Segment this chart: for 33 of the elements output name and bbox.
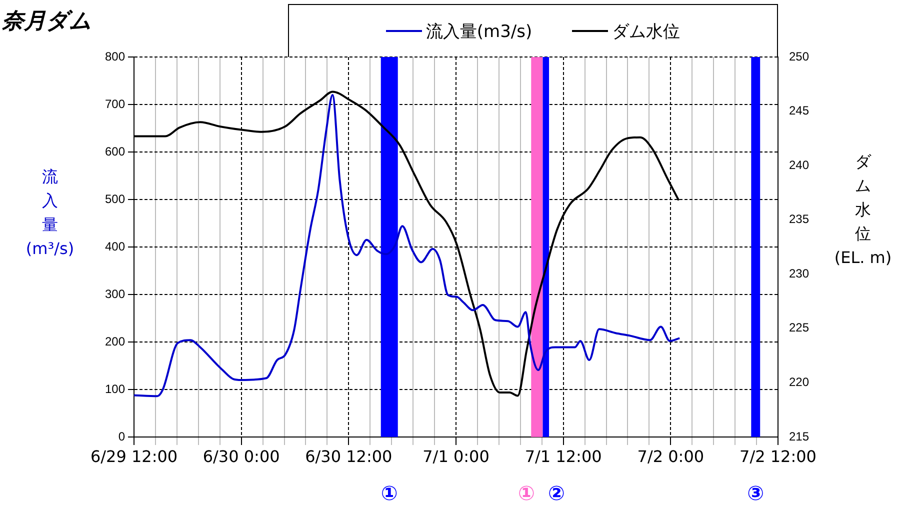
y2-tick-label: 235 (789, 212, 810, 226)
y2-tick-label: 230 (789, 266, 810, 280)
x-tick-label: 7/2 12:00 (740, 446, 816, 466)
y-tick-label: 400 (104, 239, 126, 254)
y2-tick-label: 240 (789, 158, 810, 172)
band-label: ① (518, 481, 535, 506)
band-label: ③ (747, 481, 764, 506)
legend-label: ダム水位 (612, 20, 680, 42)
x-tick-label: 7/2 0:00 (637, 446, 704, 466)
band-label: ① (380, 481, 398, 506)
legend-label: 流入量(m3/s) (426, 20, 532, 42)
x-tick-label: 6/30 12:00 (305, 446, 392, 466)
x-tick-label: 6/29 12:00 (90, 446, 178, 466)
y-tick-label: 300 (104, 286, 126, 301)
y-tick-label: 100 (104, 382, 126, 396)
chart-title: 奈月ダム (2, 8, 92, 36)
y-tick-label: 200 (104, 334, 126, 348)
y-tick-label: 500 (104, 192, 126, 206)
y2-tick-label: 220 (789, 375, 810, 390)
y2-tick-label: 215 (789, 429, 810, 444)
y2-tick-label: 245 (789, 104, 810, 118)
y-axis-title: 流入量(m³/s) (24, 166, 76, 260)
x-tick-label: 7/1 0:00 (422, 446, 490, 466)
y2-tick-label: 225 (789, 320, 810, 335)
x-tick-label: 7/1 12:00 (524, 446, 602, 466)
x-tick-label: 6/30 0:00 (202, 446, 280, 466)
y-tick-label: 800 (104, 49, 126, 64)
y2-axis-title: ダム水位(EL. m) (833, 151, 893, 269)
band-label: ② (548, 481, 565, 506)
y-tick-label: 700 (104, 96, 126, 111)
y-tick-label: 0 (118, 429, 126, 444)
y-tick-label: 600 (104, 144, 126, 158)
y2-tick-label: 250 (789, 49, 810, 64)
